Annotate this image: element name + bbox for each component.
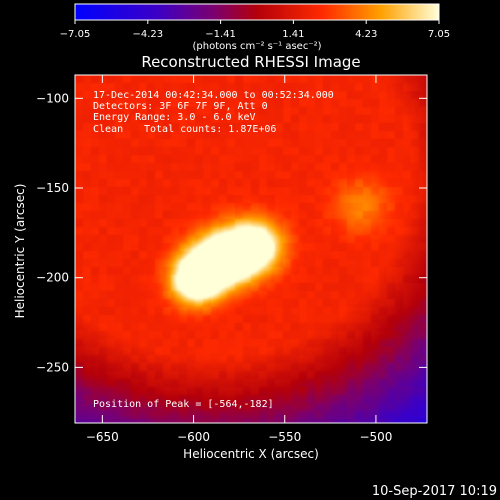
colorbar-unit-label: (photons cm⁻² s⁻¹ asec⁻²) [192,41,321,52]
colorbar [74,3,440,21]
y-tick-label: −250 [36,360,69,374]
colorbar-tick-label: 7.05 [428,29,450,40]
y-tick-label: −200 [36,271,69,285]
x-tick-label: −550 [268,430,301,444]
chart-title: Reconstructed RHESSI Image [141,53,360,71]
colorbar-ticks: −7.05 −4.23 −1.41 1.41 4.23 7.05 [60,20,450,40]
image-plot-area [75,75,427,423]
heatmap-image [75,75,427,423]
x-tick-label: −650 [86,430,119,444]
y-tick-label: −100 [36,91,69,105]
x-tick-label: −600 [177,430,210,444]
footer-timestamp: 10-Sep-2017 10:19 [372,484,497,499]
y-axis-label: Heliocentric Y (arcsec) [13,184,27,319]
x-tick-label: −500 [359,430,392,444]
axis-ticks: −650 −600 −550 −500 −100 −150 −200 −250 [36,75,427,444]
x-axis-label: Heliocentric X (arcsec) [183,447,319,461]
y-tick-label: −150 [36,181,69,195]
colorbar-tick-label: −7.05 [60,29,91,40]
colorbar-tick-label: −4.23 [132,29,163,40]
annotation-detectors: Detectors: 3F 6F 7F 9F, Att 0 [93,101,268,112]
plot-frame [74,74,428,424]
colorbar-tick-label: 1.41 [282,29,304,40]
annotation-clean: Clean [93,124,123,135]
annotation-energy-range: Energy Range: 3.0 - 6.0 keV [93,112,256,123]
annotation-time-range: 17-Dec-2014 00:42:34.000 to 00:52:34.000 [93,90,334,101]
annotation-total-counts: Total counts: 1.87E+06 [144,124,276,135]
colorbar-tick-label: 4.23 [355,29,377,40]
colorbar-tick-label: −1.41 [205,29,236,40]
annotation-peak-position: Position of Peak = [-564,-182] [93,399,274,410]
